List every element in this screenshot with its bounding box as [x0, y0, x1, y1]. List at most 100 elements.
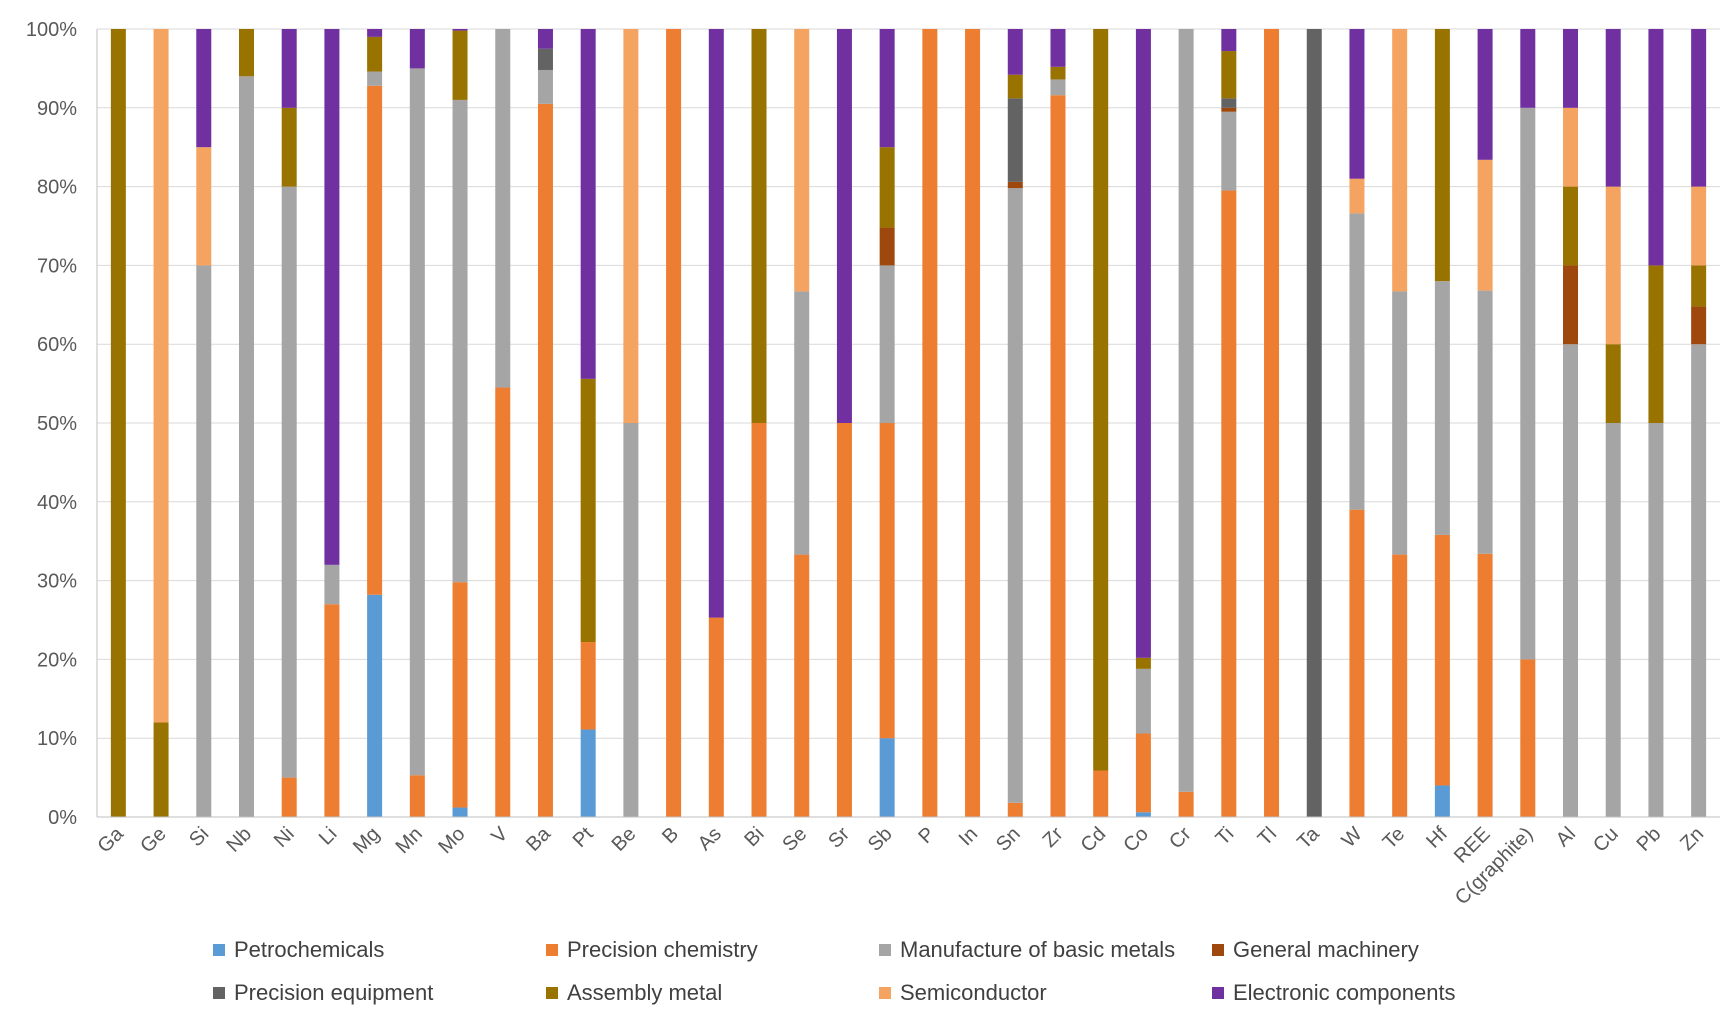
- y-tick-label: 40%: [37, 492, 77, 514]
- bar-segment: [836, 29, 852, 423]
- bar-segment: [1221, 29, 1237, 52]
- bar-segment: [1135, 668, 1151, 734]
- bar-segment: [1093, 29, 1109, 771]
- legend-swatch: [879, 944, 891, 956]
- y-tick-label: 70%: [37, 255, 77, 277]
- x-tick-label: Te: [1379, 823, 1409, 853]
- x-tick-label: Be: [608, 823, 641, 856]
- bar-segment: [666, 29, 682, 817]
- x-tick-label: Sb: [864, 823, 897, 856]
- bar-segment: [1563, 265, 1579, 345]
- x-tick-label: B: [658, 823, 683, 848]
- bar-segment: [1605, 344, 1621, 423]
- bar-segment: [537, 69, 553, 104]
- bar-segment: [1434, 534, 1450, 786]
- bar-segment: [879, 423, 895, 739]
- bar-segment: [1007, 802, 1023, 817]
- bar-segment: [965, 29, 981, 817]
- bar-segment: [1050, 66, 1066, 80]
- bar-segment: [1392, 29, 1408, 292]
- bar-segment: [1648, 29, 1664, 266]
- legend-swatch: [879, 987, 891, 999]
- bar-segment: [1434, 785, 1450, 817]
- x-tick-label: W: [1338, 823, 1367, 852]
- bar-segment: [1178, 791, 1194, 817]
- y-tick-label: 50%: [37, 413, 77, 435]
- bar-segment: [409, 775, 425, 817]
- bar-segment: [1221, 51, 1237, 99]
- x-tick-label: Cr: [1165, 823, 1196, 854]
- bar-segment: [495, 29, 511, 388]
- bar-segment: [1221, 98, 1237, 108]
- bar-segment: [1648, 423, 1664, 817]
- x-tick-label: Zn: [1676, 823, 1708, 855]
- bar-segment: [281, 107, 297, 187]
- bar-segment: [1563, 186, 1579, 266]
- x-tick-label: Ni: [270, 823, 299, 852]
- bar-segment: [1691, 265, 1707, 307]
- bar-segment: [1691, 344, 1707, 817]
- bar-segment: [794, 554, 810, 817]
- bar-segment: [281, 186, 297, 778]
- bar-segment: [1221, 190, 1237, 818]
- x-tick-label: Co: [1119, 823, 1153, 857]
- x-tick-label: Sn: [992, 823, 1025, 856]
- bar-segment: [1477, 159, 1493, 291]
- bar-segment: [1221, 107, 1237, 112]
- bar-segment: [1007, 74, 1023, 99]
- bar-segment: [879, 227, 895, 266]
- bar-segment: [238, 76, 254, 817]
- bar-segment: [1135, 812, 1151, 817]
- bar-segment: [1392, 291, 1408, 555]
- legend-label: Precision chemistry: [567, 937, 758, 962]
- y-tick-label: 100%: [26, 19, 77, 41]
- bar-segment: [1135, 29, 1151, 658]
- legend: Petrochemicals Precision chemistry Manufac…: [213, 937, 1456, 1005]
- bar-segment: [324, 29, 340, 565]
- x-tick-label: Cu: [1589, 823, 1623, 857]
- bar-segment: [1349, 509, 1365, 817]
- y-tick-label: 0%: [48, 807, 77, 829]
- x-tick-label: Ga: [93, 822, 128, 857]
- bar-segment: [1135, 733, 1151, 813]
- bar-segment: [1563, 29, 1579, 108]
- bar-segment: [1349, 213, 1365, 510]
- bar-segment: [153, 29, 169, 723]
- bar-segment: [623, 29, 639, 423]
- x-tick-label: V: [487, 823, 512, 848]
- bar-segment: [324, 564, 340, 605]
- y-axis: 0% 10% 20% 30% 40% 50% 60% 70% 80% 90% 100%: [26, 19, 98, 829]
- x-tick-label: Ti: [1212, 823, 1239, 850]
- bar-segment: [1605, 186, 1621, 345]
- x-tick-label: P: [914, 823, 939, 848]
- y-tick-label: 80%: [37, 177, 77, 199]
- bar-segment: [922, 29, 938, 817]
- bar-segment: [367, 71, 383, 86]
- y-tick-label: 10%: [37, 728, 77, 750]
- bar-segment: [1477, 553, 1493, 817]
- x-tick-label: Hf: [1422, 823, 1452, 853]
- x-tick-label: Si: [185, 823, 213, 851]
- y-tick-label: 90%: [37, 98, 77, 120]
- legend-swatch: [213, 944, 225, 956]
- bar-segment: [751, 423, 767, 817]
- legend-swatch: [213, 987, 225, 999]
- bar-segment: [1007, 181, 1023, 189]
- bar-segment: [537, 48, 553, 70]
- legend-label: Semiconductor: [900, 980, 1047, 1005]
- bar-segment: [196, 265, 212, 817]
- bar-segment: [452, 29, 468, 31]
- legend-label: Assembly metal: [567, 980, 722, 1005]
- bar-segment: [367, 29, 383, 37]
- bar-segment: [452, 30, 468, 100]
- legend-label: Electronic components: [1233, 980, 1456, 1005]
- bar-segment: [708, 29, 724, 618]
- bar-segment: [452, 807, 468, 817]
- bar-segment: [153, 722, 169, 817]
- bar-segment: [1007, 29, 1023, 75]
- bar-segment: [580, 378, 596, 643]
- bar-segment: [708, 617, 724, 817]
- bar-segment: [1648, 265, 1664, 423]
- bar-segment: [1392, 554, 1408, 817]
- legend-swatch: [546, 987, 558, 999]
